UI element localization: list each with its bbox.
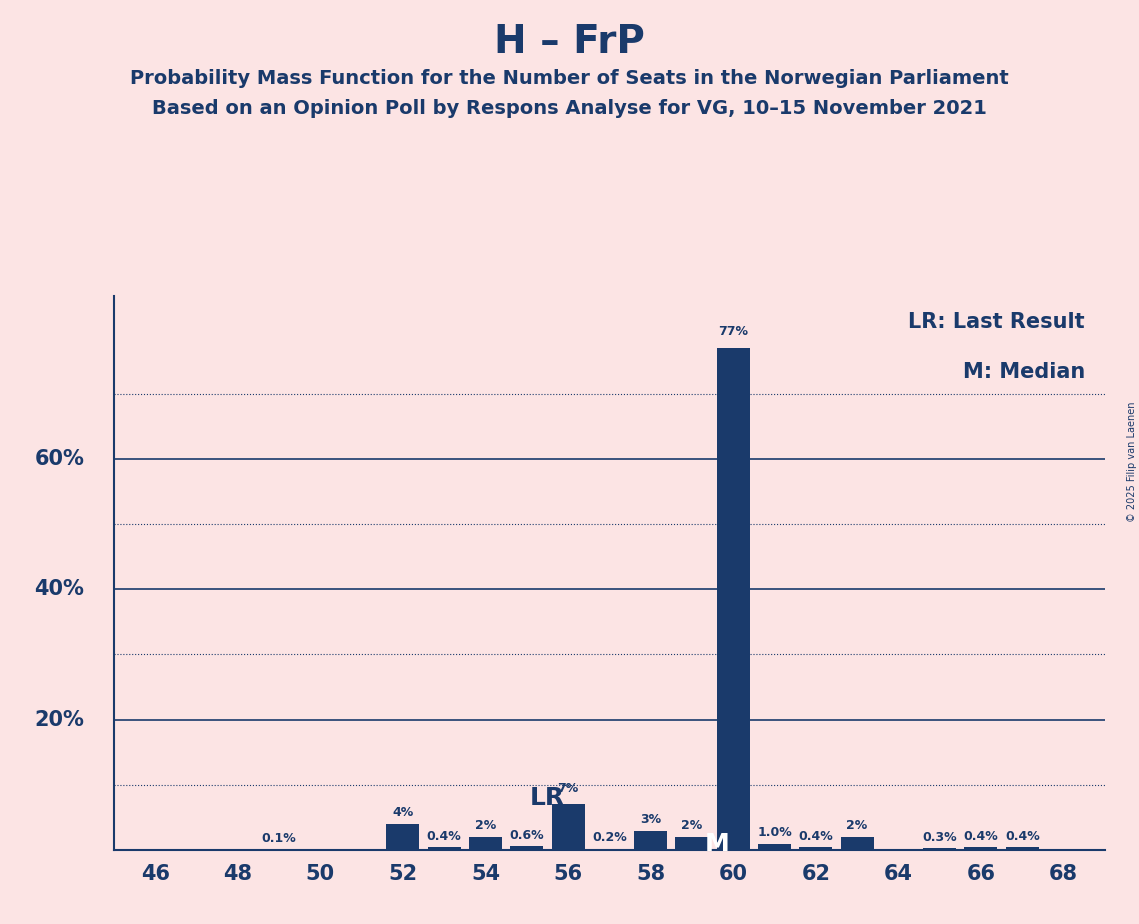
Bar	[841, 837, 874, 850]
Bar	[386, 824, 419, 850]
Text: 4%: 4%	[392, 807, 413, 820]
Text: Based on an Opinion Poll by Respons Analyse for VG, 10–15 November 2021: Based on an Opinion Poll by Respons Anal…	[153, 99, 986, 118]
Bar	[716, 347, 749, 850]
Text: 0.4%: 0.4%	[798, 830, 834, 843]
Text: LR: LR	[530, 786, 565, 810]
Text: 1.0%: 1.0%	[757, 826, 792, 839]
Text: M: Median: M: Median	[962, 362, 1085, 383]
Bar	[675, 837, 708, 850]
Text: 0.4%: 0.4%	[964, 830, 999, 843]
Text: 0.1%: 0.1%	[262, 832, 296, 845]
Bar	[965, 847, 998, 850]
Text: 0.6%: 0.6%	[509, 829, 544, 842]
Bar	[757, 844, 790, 850]
Text: 60%: 60%	[34, 449, 84, 468]
Text: 0.4%: 0.4%	[1005, 830, 1040, 843]
Bar	[800, 847, 833, 850]
Bar	[1006, 847, 1039, 850]
Bar	[551, 805, 584, 850]
Bar	[634, 831, 667, 850]
Text: 3%: 3%	[640, 813, 662, 826]
Bar	[510, 846, 543, 850]
Text: 0.4%: 0.4%	[427, 830, 461, 843]
Bar	[427, 847, 460, 850]
Bar	[469, 837, 502, 850]
Text: 0.3%: 0.3%	[923, 831, 957, 844]
Bar	[593, 849, 625, 850]
Text: 2%: 2%	[475, 820, 497, 833]
Text: 2%: 2%	[846, 820, 868, 833]
Text: 7%: 7%	[557, 782, 579, 795]
Text: M: M	[704, 832, 729, 856]
Text: 40%: 40%	[34, 579, 84, 599]
Text: 0.2%: 0.2%	[592, 832, 626, 845]
Text: LR: Last Result: LR: Last Result	[909, 312, 1085, 333]
Text: 77%: 77%	[719, 325, 748, 338]
Text: 20%: 20%	[34, 710, 84, 730]
Text: H – FrP: H – FrP	[494, 23, 645, 61]
Text: © 2025 Filip van Laenen: © 2025 Filip van Laenen	[1126, 402, 1137, 522]
Text: Probability Mass Function for the Number of Seats in the Norwegian Parliament: Probability Mass Function for the Number…	[130, 69, 1009, 89]
Text: 2%: 2%	[681, 820, 703, 833]
Bar	[923, 848, 956, 850]
